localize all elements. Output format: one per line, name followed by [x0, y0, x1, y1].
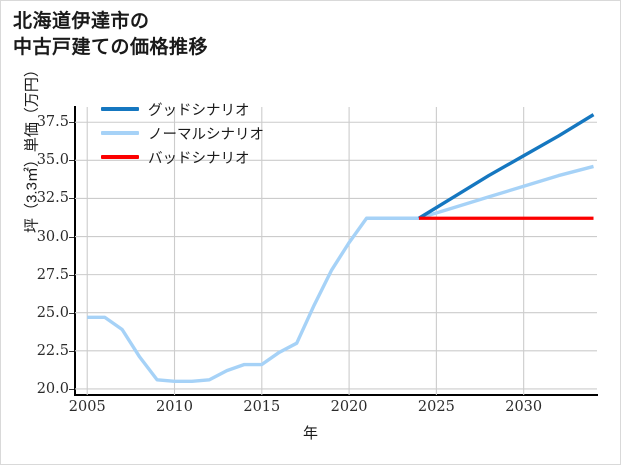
plot-svg [75, 107, 597, 395]
series-lines [87, 113, 595, 383]
y-axis-tick-label: 25.0 [36, 304, 69, 321]
y-axis-tick-mark [69, 122, 74, 124]
x-axis-tick-label: 2015 [243, 399, 281, 415]
legend-label: ノーマルシナリオ [148, 126, 264, 143]
series-line [87, 164, 594, 383]
legend-label: バッドシナリオ [148, 150, 250, 167]
x-axis-tick-label: 2010 [156, 399, 193, 415]
y-axis-tick-label: 30.0 [36, 228, 69, 245]
y-axis-tick-mark [69, 198, 74, 200]
y-axis-tick-mark [69, 160, 74, 162]
legend-item[interactable]: ノーマルシナリオ [101, 121, 316, 145]
y-axis-tick-label: 22.5 [36, 342, 69, 359]
y-axis-tick-mark [69, 274, 74, 276]
x-axis-spine [74, 394, 598, 396]
chart-legend: グッドシナリオ ノーマルシナリオ バッドシナリオ [101, 97, 316, 169]
y-axis-tick-mark [69, 236, 74, 238]
y-axis-spine [74, 106, 76, 396]
y-axis-label: 坪（3.3㎡）単価（万円） [23, 62, 41, 233]
plot-area [75, 107, 597, 395]
x-axis-tick-label: 2005 [68, 399, 106, 415]
y-axis-tick-label: 32.5 [36, 190, 69, 207]
y-axis-tick-mark [69, 312, 74, 314]
y-axis-tick-label: 27.5 [36, 266, 69, 283]
y-axis-tick-mark [69, 388, 74, 390]
legend-color-swatch [101, 131, 139, 135]
series-line [418, 113, 595, 220]
x-axis-label: 年 [302, 425, 318, 442]
y-axis-tick-mark [69, 350, 74, 352]
x-axis-tick-label: 2030 [505, 399, 543, 415]
chart-title: 北海道伊達市の 中古戸建ての価格推移 [13, 11, 209, 58]
legend-color-swatch [101, 107, 139, 111]
legend-item[interactable]: バッドシナリオ [101, 145, 316, 169]
legend-label: グッドシナリオ [148, 102, 250, 119]
legend-item[interactable]: グッドシナリオ [101, 97, 316, 121]
y-axis-tick-group: 20.0 22.5 25.0 27.5 30.0 32.5 35.0 37.5 [1, 1, 74, 464]
x-axis-tick-label: 2025 [417, 399, 455, 415]
y-axis-tick-label: 20.0 [36, 380, 69, 397]
horizontal-gridlines [75, 121, 597, 390]
x-axis-tick-label: 2020 [330, 399, 368, 415]
y-axis-tick-label: 37.5 [36, 114, 69, 131]
legend-color-swatch [101, 155, 139, 159]
y-axis-tick-label: 35.0 [36, 152, 69, 169]
